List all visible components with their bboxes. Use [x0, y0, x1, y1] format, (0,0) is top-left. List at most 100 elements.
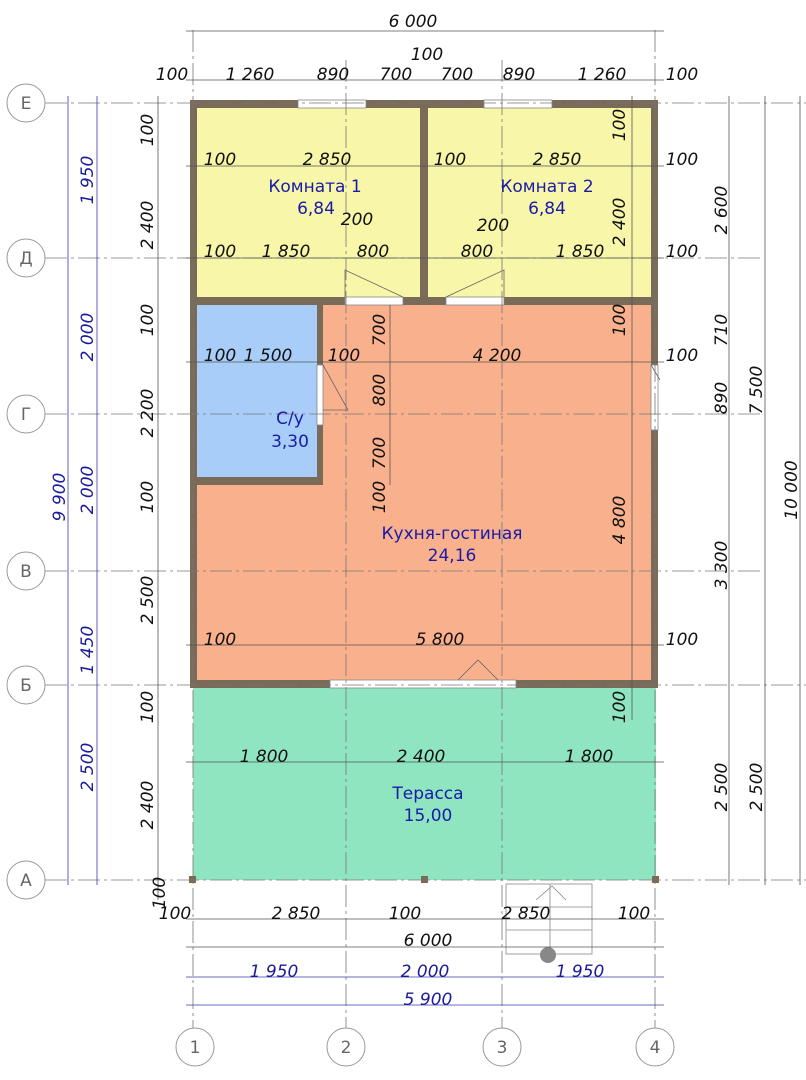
dimension-label: 1 260	[578, 65, 627, 85]
openings	[297, 99, 659, 689]
room-name-komnata-1: Комната 1	[268, 177, 361, 197]
room-name-kitchen-living: Кухня-гостиная	[381, 524, 522, 544]
axis-label: Б	[20, 676, 32, 696]
dimension-label: 100	[204, 346, 236, 366]
dimension-label: 100	[204, 242, 236, 262]
dimension-label: 2 850	[272, 904, 321, 924]
dimension-label: 700	[441, 65, 473, 85]
dimension-label: 6 000	[404, 931, 453, 951]
dimension-label: 2 850	[533, 150, 582, 170]
dimension-label: 100	[666, 346, 698, 366]
dimension-label: 2 500	[138, 576, 158, 625]
dimension-label: 1 500	[244, 346, 293, 366]
dimension-label: 800	[461, 242, 493, 262]
dimension-label: 5 800	[416, 630, 465, 650]
dimension-label: 2 850	[303, 150, 352, 170]
dimension-label: 100	[159, 904, 191, 924]
dimension-label: 5 900	[404, 990, 453, 1010]
column-axis-markers: 1 2 3 4	[175, 1027, 675, 1067]
axis-label: 2	[341, 1038, 352, 1058]
dimension-label: 100	[610, 109, 630, 141]
dimension-label: 100	[204, 630, 236, 650]
dimension-lines	[67, 30, 801, 1006]
dimension-label: 2 400	[138, 201, 158, 250]
room-fill-komnata-1	[197, 108, 420, 297]
axis-marker-column: 1	[175, 1027, 215, 1067]
dimension-label: 4 200	[473, 346, 522, 366]
axis-label: А	[20, 871, 32, 891]
dimension-label: 2 850	[502, 904, 551, 924]
axis-marker-row: А	[6, 860, 46, 900]
room-name-bathroom: С/у	[276, 409, 304, 429]
dimension-label: 2 500	[712, 763, 732, 812]
axis-label: 3	[497, 1038, 508, 1058]
dimension-label: 2 000	[401, 962, 450, 982]
dimension-label: 2 400	[610, 198, 630, 247]
dimension-label: 200	[341, 210, 373, 230]
room-fill-bathroom	[197, 305, 317, 477]
dimension-label: 100	[666, 630, 698, 650]
grid-axes	[45, 30, 806, 1030]
dimension-label: 7 500	[747, 366, 767, 415]
axis-label: В	[20, 562, 32, 582]
axis-marker-row: Г	[6, 394, 46, 434]
room-labels: Комната 1 6,84 Комната 2 6,84 С/у 3,30 К…	[268, 177, 593, 826]
dimension-label: 3 300	[712, 541, 732, 590]
dimension-label: 200	[477, 216, 509, 236]
dimension-label: 100	[370, 481, 390, 513]
axis-marker-column: 4	[635, 1027, 675, 1067]
dimension-label: 1 800	[240, 747, 289, 767]
dimension-label: 100	[666, 65, 698, 85]
dimension-label: 2 400	[397, 747, 446, 767]
dimension-label: 2 000	[78, 313, 98, 362]
dimension-label: 1 450	[78, 626, 98, 675]
dimension-label: 4 800	[610, 496, 630, 545]
dimension-label: 1 260	[226, 65, 275, 85]
dimension-label: 700	[370, 437, 390, 469]
dimension-label: 100	[138, 114, 158, 146]
dimension-label: 2 500	[78, 743, 98, 792]
dimension-label: 100	[204, 150, 236, 170]
dimension-label: 100	[150, 877, 170, 909]
dimension-label: 100	[389, 904, 421, 924]
dimension-label: 2 000	[78, 466, 98, 515]
axis-label: 1	[190, 1038, 201, 1058]
dimension-label: 800	[370, 374, 390, 406]
dimension-label: 1 850	[556, 242, 605, 262]
entrance-stairs	[505, 883, 593, 963]
dimension-label: 100	[618, 904, 650, 924]
dimension-label: 10 000	[782, 460, 802, 519]
dimension-label: 9 900	[50, 473, 70, 522]
axis-marker-row: В	[6, 551, 46, 591]
axis-marker-row: Д	[6, 238, 46, 278]
dimension-label: 2 200	[138, 389, 158, 438]
dimension-label: 1 950	[78, 156, 98, 205]
axis-label: Е	[21, 94, 32, 114]
dimension-label: 890	[712, 382, 732, 414]
dimension-label: 1 950	[250, 962, 299, 982]
axis-marker-row: Б	[6, 665, 46, 705]
dimension-label: 2 500	[747, 763, 767, 812]
axis-label: 4	[650, 1038, 661, 1058]
dimension-label: 100	[666, 150, 698, 170]
door-swings	[322, 269, 661, 681]
axis-label: Д	[19, 249, 32, 269]
dimension-label: 800	[357, 242, 389, 262]
room-area-terrace: 15,00	[404, 806, 453, 826]
dimension-label: 1 800	[565, 747, 614, 767]
dimension-label: 2 400	[138, 781, 158, 830]
room-fill-komnata-2	[428, 108, 651, 297]
dimension-label: 1 850	[262, 242, 311, 262]
stair-column-marker	[540, 947, 556, 963]
dimension-label: 100	[411, 45, 443, 65]
dimension-label: 100	[666, 242, 698, 262]
room-fill-kitchen-living	[197, 305, 651, 680]
dimension-label: 100	[610, 691, 630, 723]
row-axis-markers: Е Д Г В Б А	[6, 83, 46, 900]
dimension-label: 100	[610, 304, 630, 336]
dimension-label: 100	[138, 304, 158, 336]
room-name-terrace: Терасса	[391, 784, 463, 804]
dimension-label: 1 950	[556, 962, 605, 982]
